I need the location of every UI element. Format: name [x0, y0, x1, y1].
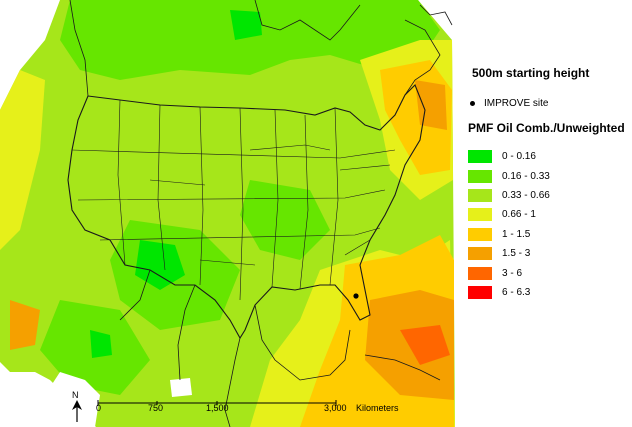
legend-label: 0 - 0.16 [502, 151, 536, 163]
coastlines [69, 0, 453, 427]
field-region [90, 330, 112, 358]
map-title: 500m starting height [472, 66, 590, 80]
improve-site-marker[interactable] [353, 293, 359, 299]
legend-item: 0.33 - 0.66 [468, 186, 550, 205]
legend-item: 6 - 6.3 [468, 283, 550, 302]
island-cutout [170, 378, 192, 397]
legend-swatch [468, 208, 492, 222]
legend-item: 3 - 6 [468, 263, 550, 282]
north-label: N [72, 390, 79, 400]
gulf-cutout [45, 372, 100, 427]
legend-swatch [468, 227, 492, 241]
field-region [10, 300, 40, 350]
scale-unit-label: Kilometers [356, 403, 399, 413]
field-region [400, 325, 450, 365]
field-region [0, 70, 45, 250]
field-region [415, 80, 447, 130]
north-arrow-icon [72, 400, 82, 422]
legend-swatch [468, 285, 492, 299]
legend-label: 0.33 - 0.66 [502, 189, 550, 201]
legend-swatch [468, 169, 492, 183]
scale-tick-label: 3,000 [324, 403, 347, 413]
legend-item: 0.66 - 1 [468, 205, 550, 224]
legend-swatch [468, 150, 492, 164]
legend-item: 1.5 - 3 [468, 244, 550, 263]
field-region [60, 0, 440, 80]
legend-swatch [468, 188, 492, 202]
legend: 0 - 0.16 0.16 - 0.33 0.33 - 0.66 0.66 - … [468, 147, 550, 302]
scale-bar: 0 750 1,500 3,000 Kilometers [90, 398, 420, 424]
legend-label: 3 - 6 [502, 267, 523, 279]
legend-label: 1 - 1.5 [502, 228, 531, 240]
legend-item: 0 - 0.16 [468, 147, 550, 166]
legend-title: PMF Oil Comb./Unweighted [468, 121, 625, 135]
state-boundaries [71, 99, 396, 301]
legend-swatch [468, 247, 492, 261]
legend-label: 0.16 - 0.33 [502, 170, 550, 182]
legend-swatch [468, 266, 492, 280]
scale-tick-label: 1,500 [206, 403, 229, 413]
us-boundary [67, 84, 426, 340]
legend-label: 6 - 6.3 [502, 286, 531, 298]
site-legend-label: IMPROVE site [484, 98, 549, 109]
scale-tick-label: 750 [148, 403, 164, 413]
site-legend-dot-icon [470, 101, 475, 106]
legend-label: 0.66 - 1 [502, 209, 536, 221]
scale-bar-graphic [97, 400, 337, 406]
legend-item: 1 - 1.5 [468, 225, 550, 244]
field-region [230, 10, 262, 40]
scale-tick-label: 0 [96, 403, 102, 413]
site-legend: IMPROVE site [470, 98, 548, 109]
legend-item: 0.16 - 0.33 [468, 166, 550, 185]
legend-label: 1.5 - 3 [502, 248, 531, 260]
